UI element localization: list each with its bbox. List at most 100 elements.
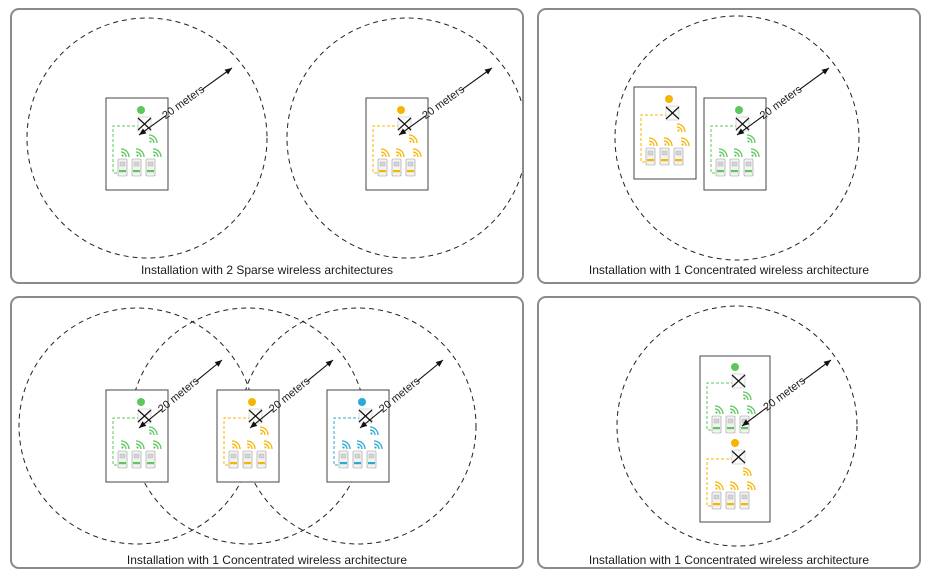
circuit-breaker-icon	[711, 491, 722, 510]
diagram-one-concentrated-c: 20 meters	[616, 305, 858, 547]
wifi-icon	[120, 440, 130, 450]
arrow-head	[399, 128, 407, 135]
wifi-icon	[341, 440, 351, 450]
wifi-icon	[680, 137, 690, 147]
device-group-2	[706, 439, 756, 510]
circuit-breaker-icon	[131, 450, 142, 469]
circuit-breaker-icon	[725, 415, 736, 434]
device-group	[640, 95, 690, 166]
arrow-head	[139, 128, 147, 135]
wifi-icon	[714, 481, 724, 491]
gateway-icon	[358, 408, 373, 424]
cabinet-2	[216, 389, 280, 483]
wifi-icon	[259, 426, 269, 436]
arrow-head	[742, 419, 750, 426]
circuit-breaker-icon	[117, 158, 128, 177]
diagram-one-concentrated-a: 20 meters	[614, 15, 860, 261]
arrow-head	[139, 421, 147, 428]
panel-one-concentrated-c: 20 meters Installation with 1 Concentrat…	[537, 296, 921, 569]
wifi-icon	[648, 137, 658, 147]
circuit-breaker-icon	[352, 450, 363, 469]
device-group	[223, 398, 273, 469]
wifi-icon	[742, 391, 752, 401]
circuit-breaker-icon	[145, 158, 156, 177]
gateway-number-badge	[397, 106, 405, 114]
arrow-head	[484, 68, 492, 75]
gateway-number-badge	[731, 363, 739, 371]
arrow-head	[250, 421, 258, 428]
device-group	[372, 106, 422, 177]
gateway-number-badge	[358, 398, 366, 406]
wifi-icon	[135, 148, 145, 158]
device-group	[710, 106, 760, 177]
gateway-icon	[731, 373, 746, 389]
device-group	[112, 398, 162, 469]
gateway-icon	[731, 449, 746, 465]
circuit-breaker-icon	[729, 158, 740, 177]
link-line	[372, 125, 405, 174]
link-line	[706, 382, 739, 431]
wifi-icon	[742, 467, 752, 477]
wifi-icon	[746, 405, 756, 415]
gateway-number-badge	[731, 439, 739, 447]
circuit-breaker-icon	[743, 158, 754, 177]
wifi-icon	[263, 440, 273, 450]
link-line	[640, 114, 673, 163]
link-line	[710, 125, 743, 174]
wifi-icon	[714, 405, 724, 415]
circuit-breaker-icon	[338, 450, 349, 469]
panel-caption: Installation with 2 Sparse wireless arch…	[140, 263, 394, 277]
device-group-1	[706, 363, 756, 434]
diagram-two-sparse: 20 meters 20 meters	[26, 17, 522, 259]
wifi-icon	[746, 481, 756, 491]
gateway-icon	[137, 408, 152, 424]
gateway-number-badge	[735, 106, 743, 114]
gateway-number-badge	[137, 106, 145, 114]
diagram-one-concentrated-b: 20 meters 20 meters 20 meters	[18, 307, 477, 545]
wifi-icon	[729, 481, 739, 491]
link-line	[333, 417, 366, 466]
wifi-icon	[412, 148, 422, 158]
link-line	[112, 417, 145, 466]
wifi-icon	[733, 148, 743, 158]
wifi-icon	[408, 134, 418, 144]
cabinet-1	[105, 389, 169, 483]
gateway-icon	[248, 408, 263, 424]
wifi-icon	[395, 148, 405, 158]
gateway-number-badge	[248, 398, 256, 406]
arrow-head	[224, 68, 232, 75]
link-line	[112, 125, 145, 174]
panel-one-concentrated-b: 20 meters 20 meters 20 meters Installati…	[10, 296, 524, 569]
circuit-breaker-icon	[659, 147, 670, 166]
gateway-icon	[137, 116, 152, 132]
arrow-head	[821, 68, 829, 75]
wifi-icon	[152, 148, 162, 158]
wifi-icon	[373, 440, 383, 450]
wifi-icon	[120, 148, 130, 158]
panel-caption: Installation with 1 Concentrated wireles…	[126, 553, 408, 567]
cabinet-3	[326, 389, 390, 483]
wifi-icon	[356, 440, 366, 450]
link-line	[706, 458, 739, 507]
wifi-icon	[246, 440, 256, 450]
arrow-head	[214, 360, 222, 367]
wifi-icon	[663, 137, 673, 147]
cabinet-1	[105, 97, 169, 191]
cabinet-2	[633, 86, 697, 180]
gateway-icon	[665, 105, 680, 121]
circuit-breaker-icon	[725, 491, 736, 510]
wifi-icon	[369, 426, 379, 436]
circuit-breaker-icon	[391, 158, 402, 177]
circuit-breaker-icon	[715, 158, 726, 177]
circuit-breaker-icon	[645, 147, 656, 166]
arrow-head	[823, 360, 831, 367]
circuit-breaker-icon	[242, 450, 253, 469]
arrow-head	[360, 421, 368, 428]
circuit-breaker-icon	[673, 147, 684, 166]
panel-one-concentrated-a: 20 meters Installation with 1 Concentrat…	[537, 8, 921, 284]
gateway-icon	[735, 116, 750, 132]
wifi-icon	[676, 123, 686, 133]
gateway-icon	[397, 116, 412, 132]
arrow-head	[435, 360, 443, 367]
circuit-breaker-icon	[711, 415, 722, 434]
